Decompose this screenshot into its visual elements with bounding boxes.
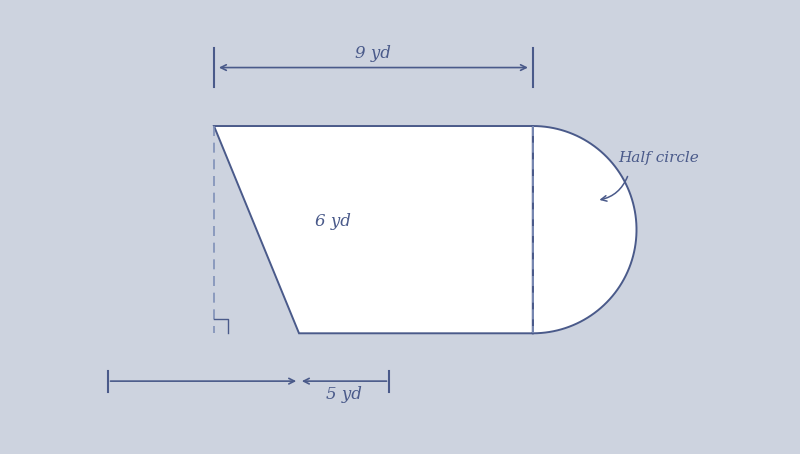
PathPatch shape	[214, 126, 637, 333]
Text: 5 yd: 5 yd	[326, 386, 362, 404]
Text: Half circle: Half circle	[618, 151, 698, 165]
Text: 9 yd: 9 yd	[355, 45, 391, 62]
Text: 6 yd: 6 yd	[315, 213, 351, 230]
